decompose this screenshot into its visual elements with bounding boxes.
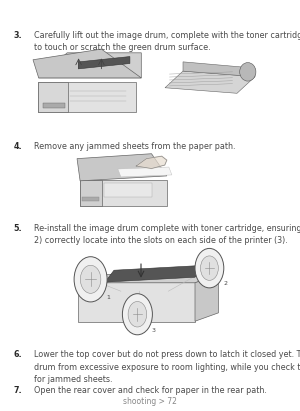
Circle shape — [195, 248, 224, 288]
Text: 7.: 7. — [14, 386, 22, 395]
Polygon shape — [183, 62, 255, 76]
Text: drum from excessive exposure to room lighting, while you check the remaining are: drum from excessive exposure to room lig… — [34, 363, 300, 372]
Polygon shape — [39, 53, 141, 78]
Circle shape — [74, 257, 107, 302]
Text: Carefully lift out the image drum, complete with the toner cartridge. Be careful: Carefully lift out the image drum, compl… — [34, 31, 300, 40]
FancyBboxPatch shape — [80, 180, 102, 206]
FancyBboxPatch shape — [38, 82, 68, 112]
Text: 2: 2 — [223, 282, 227, 286]
Text: 5.: 5. — [14, 224, 22, 233]
Text: 1: 1 — [107, 295, 111, 300]
FancyBboxPatch shape — [82, 197, 100, 201]
Polygon shape — [195, 275, 218, 321]
Ellipse shape — [240, 62, 256, 81]
Polygon shape — [77, 154, 167, 181]
Text: to touch or scratch the green drum surface.: to touch or scratch the green drum surfa… — [34, 43, 211, 52]
Text: Open the rear cover and check for paper in the rear path.: Open the rear cover and check for paper … — [34, 386, 267, 395]
Polygon shape — [79, 57, 130, 69]
Polygon shape — [33, 49, 141, 78]
Polygon shape — [118, 167, 172, 177]
Text: 3.: 3. — [14, 31, 22, 40]
FancyBboxPatch shape — [78, 282, 195, 322]
Text: 6.: 6. — [14, 350, 22, 359]
Circle shape — [200, 256, 218, 280]
Text: 4.: 4. — [14, 142, 22, 151]
FancyBboxPatch shape — [38, 82, 136, 112]
Circle shape — [128, 302, 147, 327]
Polygon shape — [165, 71, 255, 93]
Text: 2) correctly locate into the slots on each side of the printer (3).: 2) correctly locate into the slots on ea… — [34, 236, 288, 245]
Circle shape — [80, 266, 101, 293]
FancyBboxPatch shape — [43, 103, 65, 108]
Polygon shape — [78, 275, 218, 283]
Text: 3: 3 — [152, 328, 156, 333]
Text: for jammed sheets.: for jammed sheets. — [34, 375, 113, 384]
Circle shape — [122, 294, 152, 335]
Polygon shape — [105, 266, 204, 282]
Polygon shape — [136, 156, 167, 169]
FancyBboxPatch shape — [80, 180, 167, 206]
Text: Re-install the image drum complete with toner cartridge, ensuring that the pegs : Re-install the image drum complete with … — [34, 224, 300, 233]
FancyBboxPatch shape — [104, 183, 152, 197]
Text: Lower the top cover but do not press down to latch it closed yet. This will prot: Lower the top cover but do not press dow… — [34, 350, 300, 359]
Text: shooting > 72: shooting > 72 — [123, 397, 177, 406]
Text: Remove any jammed sheets from the paper path.: Remove any jammed sheets from the paper … — [34, 142, 236, 151]
